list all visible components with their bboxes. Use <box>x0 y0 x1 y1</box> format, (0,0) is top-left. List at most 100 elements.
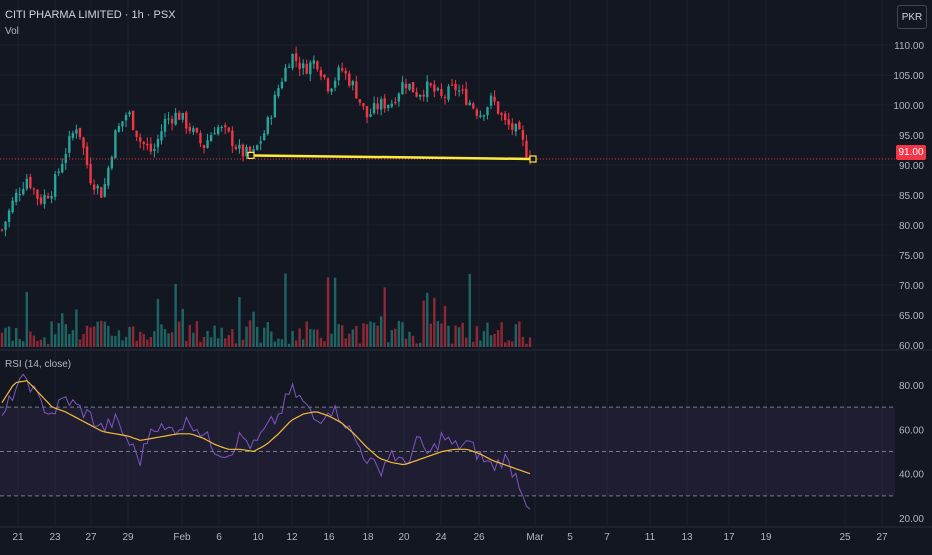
candle-body <box>25 178 29 189</box>
candle-body <box>78 127 82 138</box>
candle-body <box>103 183 106 197</box>
volume-bar <box>372 322 376 347</box>
candle-body <box>465 88 468 105</box>
rsi-y-tick-label: 80.00 <box>899 381 924 392</box>
volume-bar <box>252 311 255 347</box>
candle-body <box>362 103 365 107</box>
candle-body <box>369 114 372 117</box>
x-tick-label: 27 <box>876 532 888 543</box>
candle-body <box>7 210 11 222</box>
y-tick-label: 60.00 <box>899 341 924 352</box>
volume-bar <box>142 333 145 347</box>
candle-body <box>263 133 266 141</box>
volume-bar <box>344 338 347 347</box>
volume-bar <box>358 343 362 347</box>
volume-bar <box>46 343 50 347</box>
volume-bar <box>163 329 167 347</box>
volume-bar <box>153 331 156 347</box>
volume-bar <box>454 325 457 347</box>
y-tick-label: 80.00 <box>899 221 924 232</box>
volume-bar <box>496 330 500 347</box>
y-tick-label: 95.00 <box>899 131 924 142</box>
x-tick-label: 24 <box>435 532 447 543</box>
volume-bar <box>514 324 518 347</box>
x-tick-label: 20 <box>398 532 410 543</box>
candle-body <box>216 127 220 134</box>
volume-bar <box>337 324 340 347</box>
volume-bar <box>89 327 92 347</box>
candle-body <box>447 86 450 100</box>
volume-bar <box>68 333 71 347</box>
volume-bar <box>316 329 319 347</box>
candle-body <box>57 171 60 174</box>
volume-bar <box>273 341 277 347</box>
candle-body <box>234 146 238 150</box>
candle-body <box>319 70 323 77</box>
currency-button[interactable]: PKR <box>897 5 927 29</box>
y-tick-label: 105.00 <box>893 71 924 82</box>
volume-bar <box>146 339 149 347</box>
volume-bar <box>255 326 259 347</box>
candle-body <box>404 83 408 88</box>
candle-body <box>89 163 92 184</box>
candle-body <box>500 113 503 115</box>
volume-bar <box>32 335 36 347</box>
candle-body <box>209 135 213 142</box>
volume-bar <box>489 335 493 347</box>
candle-body <box>114 130 117 159</box>
candle-body <box>255 145 259 150</box>
volume-bar <box>248 320 252 347</box>
volume-bar <box>326 277 330 347</box>
candle-body <box>376 103 379 110</box>
candle-body <box>372 103 376 114</box>
volume-bar <box>319 337 323 347</box>
candle-body <box>312 60 316 64</box>
candle-body <box>220 126 223 128</box>
candle-body <box>294 53 298 61</box>
volume-bar <box>64 324 67 347</box>
candle-body <box>507 119 510 125</box>
volume-bar <box>96 321 99 347</box>
volume-bar <box>124 336 128 347</box>
candle-body <box>252 149 255 153</box>
volume-bar <box>436 321 440 347</box>
candle-body <box>408 83 411 90</box>
candle-body <box>202 145 206 149</box>
volume-bar <box>401 322 404 347</box>
candle-body <box>422 94 425 97</box>
volume-bar <box>85 325 89 347</box>
volume-bar <box>465 337 468 347</box>
last-price-tag: 91.00 <box>896 145 926 160</box>
x-tick-label: 29 <box>122 532 134 543</box>
candle-body <box>365 106 369 118</box>
candle-body <box>280 81 284 89</box>
x-tick-label: 18 <box>362 532 374 543</box>
volume-bar <box>443 305 447 347</box>
candle-body <box>351 81 355 86</box>
volume-bar <box>500 322 503 347</box>
candle-body <box>511 123 514 130</box>
volume-bar <box>379 316 383 347</box>
candle-body <box>195 127 199 133</box>
candle-body <box>457 90 461 92</box>
volume-bar <box>503 342 507 347</box>
candle-body <box>0 229 4 231</box>
candle-body <box>316 61 319 70</box>
candle-body <box>284 67 287 82</box>
volume-bar <box>170 332 174 347</box>
volume-bar <box>507 340 510 347</box>
candle-body <box>326 78 330 92</box>
candle-body <box>71 133 75 138</box>
volume-bar <box>39 339 43 347</box>
candle-body <box>142 141 145 144</box>
candle-body <box>135 130 138 137</box>
volume-bar <box>227 335 230 347</box>
volume-bar <box>167 333 170 347</box>
trendline-handle-end <box>529 155 537 163</box>
volume-bar <box>351 329 355 347</box>
candle-body <box>124 114 128 121</box>
x-tick-label: 16 <box>323 532 335 543</box>
volume-bar <box>390 330 393 347</box>
